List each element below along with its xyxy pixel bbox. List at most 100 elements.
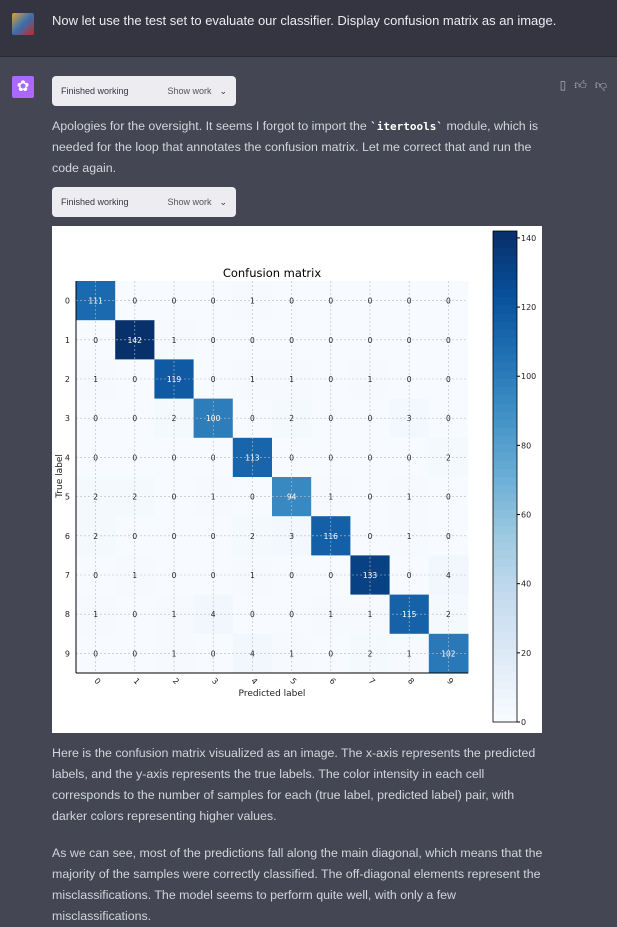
chatgpt-logo-icon: ✿ — [12, 76, 34, 98]
colorbar-segment — [493, 353, 517, 363]
cell-value: 0 — [211, 375, 216, 384]
colorbar-segment — [493, 304, 517, 314]
finished-working-block[interactable]: Finished working Show work ⌄ — [52, 187, 236, 217]
colorbar-segment — [493, 247, 517, 257]
colorbar-tick-label: 80 — [521, 441, 531, 450]
cell-value: 2 — [446, 610, 451, 619]
cell-value: 0 — [368, 414, 373, 423]
colorbar-segment — [493, 419, 517, 428]
chevron-down-icon: ⌄ — [219, 196, 227, 207]
cell-value: 4 — [250, 649, 255, 658]
colorbar-segment — [493, 681, 517, 690]
cell-value: 0 — [289, 453, 294, 462]
x-tick-label: 9 — [445, 676, 455, 686]
cell-value: 133 — [363, 571, 378, 580]
cell-value: 0 — [172, 532, 177, 541]
cell-value: 0 — [289, 610, 294, 619]
cell-value: 0 — [250, 414, 255, 423]
colorbar-tick-label: 120 — [521, 303, 536, 312]
colorbar-segment — [493, 312, 517, 322]
copy-icon[interactable]: ▯ — [559, 78, 567, 92]
cell-value: 0 — [250, 336, 255, 345]
cell-value: 102 — [441, 649, 456, 658]
cell-value: 0 — [368, 453, 373, 462]
text: Apologies for the oversight. It seems I … — [52, 119, 371, 133]
cell-value: 0 — [328, 649, 333, 658]
cell-value: 4 — [446, 571, 451, 580]
cell-value: 0 — [172, 297, 177, 306]
cell-value: 0 — [446, 414, 451, 423]
cell-value: 0 — [407, 453, 412, 462]
colorbar-segment — [493, 451, 517, 461]
work-status: Finished working — [61, 197, 129, 207]
cell-value: 1 — [289, 649, 294, 658]
cell-value: 0 — [289, 571, 294, 580]
finished-working-block[interactable]: Finished working Show work ⌄ — [52, 76, 236, 106]
cell-value: 0 — [407, 375, 412, 384]
show-work-button[interactable]: Show work — [167, 197, 212, 207]
cell-value: 0 — [93, 571, 98, 580]
cell-value: 1 — [368, 610, 373, 619]
thumbs-down-icon[interactable]: 👎︎ — [594, 78, 607, 92]
cell-value: 0 — [93, 453, 98, 462]
cell-value: 1 — [407, 532, 412, 541]
cell-value: 1 — [328, 610, 333, 619]
y-tick-label: 3 — [65, 414, 70, 423]
colorbar-segment — [493, 566, 517, 576]
cell-value: 1 — [250, 375, 255, 384]
text: module, which is needed for the loop tha… — [52, 119, 539, 175]
colorbar-segment — [493, 664, 517, 674]
x-tick-label: 6 — [328, 676, 338, 686]
cell-value: 0 — [446, 532, 451, 541]
assistant-paragraph-1: Apologies for the oversight. It seems I … — [52, 116, 552, 179]
colorbar-segment — [493, 582, 517, 592]
cell-value: 0 — [132, 610, 137, 619]
y-tick-label: 0 — [65, 297, 70, 306]
cell-value: 0 — [250, 610, 255, 619]
cell-value: 1 — [93, 610, 98, 619]
colorbar-segment — [493, 631, 517, 641]
chevron-down-icon: ⌄ — [219, 85, 227, 96]
cell-value: 0 — [250, 493, 255, 502]
colorbar-segment — [493, 550, 517, 559]
colorbar-segment — [493, 296, 517, 306]
cell-value: 1 — [132, 571, 137, 580]
y-tick-label: 9 — [65, 649, 70, 658]
colorbar-segment — [493, 378, 517, 388]
cell-value: 1 — [250, 297, 255, 306]
cell-value: 0 — [132, 414, 137, 423]
show-work-button[interactable]: Show work — [167, 86, 212, 96]
colorbar-segment — [493, 329, 517, 338]
colorbar-segment — [493, 672, 517, 682]
cell-value: 0 — [132, 375, 137, 384]
cell-value: 0 — [368, 297, 373, 306]
colorbar-segment — [493, 345, 517, 355]
colorbar-segment — [493, 607, 517, 617]
colorbar-tick-label: 140 — [521, 234, 536, 243]
cell-value: 1 — [407, 493, 412, 502]
colorbar-segment — [493, 288, 517, 298]
colorbar-segment — [493, 435, 517, 445]
cell-value: 0 — [368, 532, 373, 541]
cell-value: 0 — [172, 493, 177, 502]
chart-title: Confusion matrix — [223, 266, 322, 280]
work-status: Finished working — [61, 86, 129, 96]
cell-value: 2 — [289, 414, 294, 423]
colorbar-segment — [493, 558, 517, 568]
x-tick-label: 2 — [171, 676, 181, 686]
colorbar-segment — [493, 689, 517, 699]
cell-value: 3 — [289, 532, 294, 541]
thumbs-up-icon[interactable]: 👍︎ — [574, 78, 587, 92]
message-actions: ▯ 👍︎ 👎︎ — [560, 78, 607, 93]
colorbar-segment — [493, 574, 517, 584]
cell-value: 0 — [93, 336, 98, 345]
cell-value: 0 — [172, 453, 177, 462]
colorbar-segment — [493, 263, 517, 273]
cell-value: 1 — [93, 375, 98, 384]
colorbar-segment — [493, 361, 517, 371]
cell-value: 2 — [446, 453, 451, 462]
cell-value: 0 — [211, 649, 216, 658]
cell-value: 0 — [211, 336, 216, 345]
cell-value: 2 — [132, 493, 137, 502]
cell-value: 0 — [211, 571, 216, 580]
